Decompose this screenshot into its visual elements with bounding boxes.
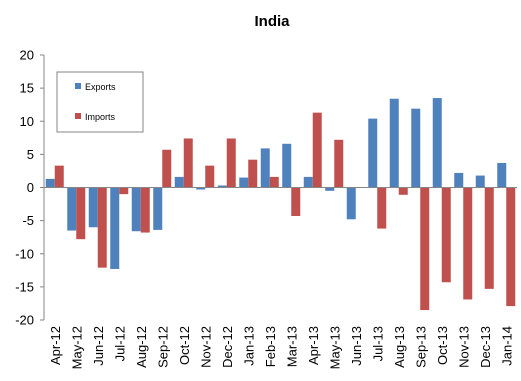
- bar-exports-jan-14: [497, 163, 506, 188]
- legend: Exports Imports: [57, 72, 143, 132]
- bar-imports-jan-14: [506, 188, 515, 307]
- bar-exports-nov-13: [454, 173, 463, 188]
- y-tick-label: 0: [27, 180, 34, 195]
- x-tick-label: May-13: [327, 326, 342, 369]
- bar-exports-jul-13: [368, 119, 377, 188]
- bar-exports-aug-13: [390, 99, 399, 188]
- x-tick-label: Oct-12: [177, 326, 192, 365]
- bar-exports-jan-13: [239, 178, 248, 188]
- legend-box: [57, 72, 143, 132]
- bar-exports-apr-13: [304, 177, 313, 188]
- bar-imports-apr-13: [313, 113, 322, 188]
- x-tick-label: Sep-13: [413, 326, 428, 368]
- bar-exports-jul-12: [110, 188, 119, 269]
- x-tick-label: Aug-12: [134, 326, 149, 368]
- bar-exports-dec-13: [476, 176, 485, 188]
- y-axis: 20 15 10 5 0 -5 -10 -15 -20: [15, 48, 44, 328]
- bar-exports-sep-13: [411, 109, 420, 188]
- bar-imports-aug-13: [399, 188, 408, 195]
- legend-label-imports: Imports: [85, 112, 116, 122]
- bar-exports-mar-13: [282, 144, 291, 188]
- y-tick-label: 10: [20, 114, 34, 129]
- legend-swatch-imports: [75, 113, 81, 119]
- y-tick-label: -15: [15, 279, 34, 294]
- x-tick-label: Aug-13: [392, 326, 407, 368]
- bar-exports-may-12: [67, 188, 76, 231]
- bar-exports-oct-12: [175, 177, 184, 188]
- y-tick-label: -20: [15, 313, 34, 328]
- x-tick-label: Nov-12: [198, 326, 213, 368]
- bar-exports-jun-13: [347, 188, 356, 220]
- bar-imports-nov-12: [205, 166, 214, 188]
- x-tick-label: Apr-13: [306, 326, 321, 365]
- y-tick-label: 5: [27, 147, 34, 162]
- bar-imports-apr-12: [55, 166, 64, 188]
- bar-imports-may-13: [334, 140, 343, 188]
- bar-exports-feb-13: [261, 148, 270, 187]
- x-tick-label: Feb-13: [263, 326, 278, 367]
- bar-imports-oct-12: [184, 138, 193, 187]
- x-tick-label: Jul-12: [112, 326, 127, 361]
- x-tick-label: May-12: [69, 326, 84, 369]
- bar-imports-sep-13: [420, 188, 429, 311]
- bar-imports-aug-12: [141, 188, 150, 233]
- x-tick-label: Jun-12: [91, 326, 106, 366]
- bar-imports-oct-13: [442, 188, 451, 283]
- x-tick-label: Dec-12: [220, 326, 235, 368]
- bar-exports-jun-12: [89, 188, 98, 228]
- bar-imports-jan-13: [248, 160, 257, 188]
- x-tick-label: Apr-12: [48, 326, 63, 365]
- bar-imports-dec-12: [227, 138, 236, 187]
- x-tick-label: Mar-13: [284, 326, 299, 367]
- y-tick-label: -10: [15, 246, 34, 261]
- y-tick-label: -5: [22, 213, 34, 228]
- bar-imports-sep-12: [162, 150, 171, 188]
- chart-title: India: [254, 13, 290, 30]
- legend-swatch-exports: [75, 83, 81, 89]
- bar-exports-aug-12: [132, 188, 141, 232]
- x-tick-label: Dec-13: [478, 326, 493, 368]
- bar-exports-sep-12: [153, 188, 162, 230]
- bar-exports-apr-12: [46, 179, 55, 188]
- x-tick-label: Nov-13: [456, 326, 471, 368]
- x-tick-label: Jun-13: [349, 326, 364, 366]
- x-tick-label: Jan-14: [499, 326, 514, 366]
- bar-imports-jul-13: [377, 188, 386, 229]
- x-tick-label: Jul-13: [370, 326, 385, 361]
- bar-imports-jul-12: [119, 188, 128, 195]
- bar-imports-nov-13: [463, 188, 472, 300]
- bar-imports-dec-13: [485, 188, 494, 289]
- bar-imports-jun-12: [98, 188, 107, 268]
- bar-imports-mar-13: [291, 188, 300, 216]
- y-tick-label: 20: [20, 48, 34, 63]
- bar-exports-oct-13: [433, 98, 442, 187]
- bar-imports-may-12: [76, 188, 85, 240]
- x-tick-label: Jan-13: [241, 326, 256, 366]
- x-tick-label: Oct-13: [435, 326, 450, 365]
- x-axis: Apr-12 May-12 Jun-12 Jul-12 Aug-12 Sep-12 Oct-…: [48, 326, 515, 369]
- y-tick-label: 15: [20, 81, 34, 96]
- bar-imports-feb-13: [270, 177, 279, 188]
- legend-label-exports: Exports: [85, 82, 116, 92]
- x-tick-label: Sep-12: [155, 326, 170, 368]
